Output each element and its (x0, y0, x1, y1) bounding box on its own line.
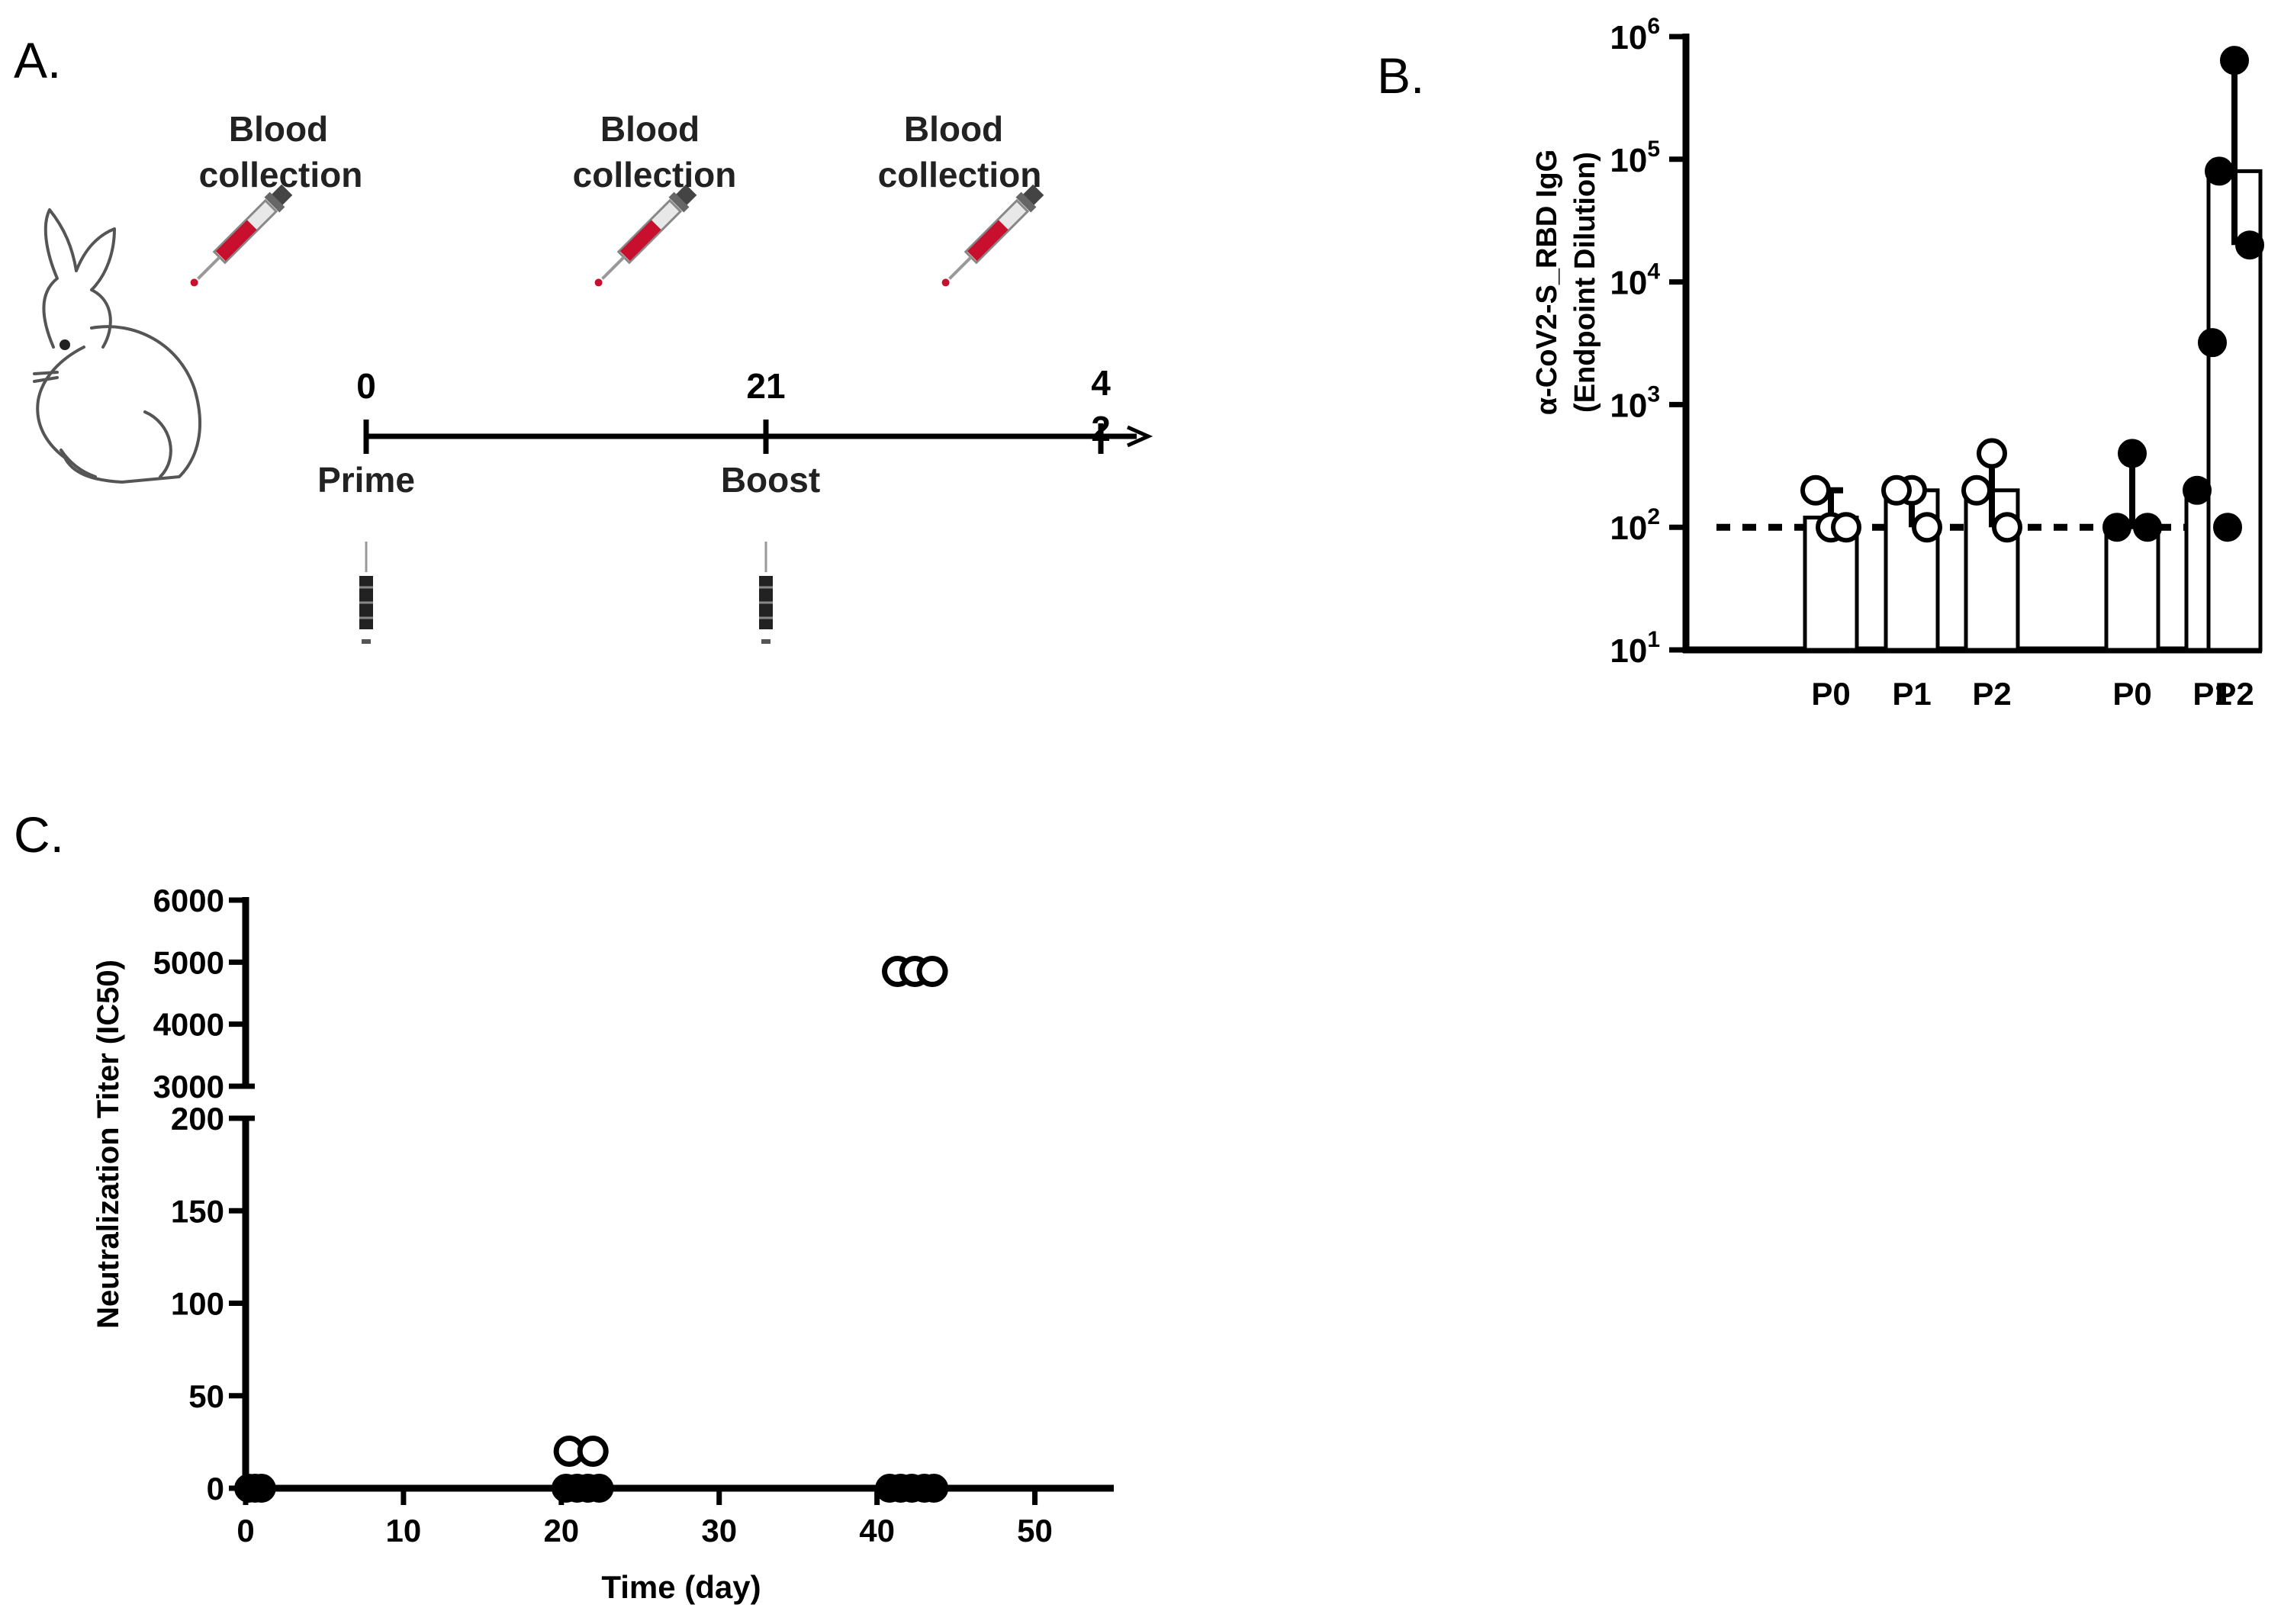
panel-c-label: C. (14, 806, 64, 863)
c-ylabel: Neutralization Titer (IC50) (92, 960, 125, 1329)
c-point-filled (919, 1474, 949, 1503)
day-label-21: 21 (746, 366, 785, 406)
b-y-tick-exp: 3 (1647, 381, 1660, 407)
b-point-open (1881, 474, 1912, 506)
syringe-icon-3 (941, 184, 1044, 287)
vial-icon-1 (359, 542, 373, 644)
b-y-tick-label: 102 (1610, 504, 1660, 547)
c-y-tick-label: 3000 (153, 1069, 224, 1105)
b-ylabel-line1: α-CoV2-S_RBD IgG (1531, 150, 1563, 416)
b-y-tick-exp: 2 (1647, 504, 1660, 529)
b-point-filled (2220, 46, 2249, 76)
b-y-tick-base: 10 (1610, 632, 1647, 670)
b-y-tick-base: 10 (1610, 19, 1647, 56)
c-x-tick-label: 0 (236, 1513, 254, 1548)
b-category-label: P2 (1972, 676, 2011, 712)
b-point-filled (2198, 328, 2227, 358)
b-y-tick-base: 10 (1610, 387, 1647, 424)
b-point-filled (2118, 439, 2147, 468)
c-y-tick-label: 6000 (153, 883, 224, 918)
b-y-tick-exp: 4 (1647, 259, 1660, 285)
blood-label-3-line2: collection (878, 155, 1042, 195)
b-category-label: P0 (1811, 676, 1850, 712)
day-label-42b: 2 (1091, 409, 1111, 449)
b-y-tick-base: 10 (1610, 265, 1647, 302)
b-point-filled (2183, 475, 2212, 505)
schedule-diagram: Blood collection Blood collection Blood … (33, 109, 1153, 644)
b-y-tick-exp: 5 (1647, 137, 1660, 162)
b-point-open (1912, 512, 1942, 543)
panel-a-label: A. (14, 32, 61, 88)
b-y-tick-exp: 1 (1647, 627, 1660, 652)
c-y-tick-label: 200 (171, 1101, 224, 1137)
b-point-filled (2102, 513, 2131, 542)
b-bar (2104, 525, 2160, 652)
b-category-label: P0 (2112, 676, 2151, 712)
b-point-open (1961, 474, 1992, 506)
c-x-tick-label: 50 (1017, 1513, 1053, 1548)
c-point-open (577, 1436, 609, 1467)
b-point-open (1992, 512, 2022, 543)
event-label-boost: Boost (721, 460, 820, 500)
c-y-tick-label: 4000 (153, 1007, 224, 1043)
c-y-tick-label: 150 (171, 1193, 224, 1229)
b-y-tick-exp: 6 (1647, 14, 1660, 39)
b-category-label: P2 (2215, 676, 2254, 712)
b-category-label: P1 (2193, 676, 2231, 712)
c-y-tick-label: 100 (171, 1286, 224, 1322)
b-y-tick-label: 106 (1610, 14, 1660, 56)
day-label-42a: 4 (1091, 363, 1111, 403)
c-point-filled (584, 1474, 614, 1503)
b-y-tick-label: 104 (1610, 259, 1660, 302)
b-y-tick-label: 105 (1610, 137, 1660, 179)
day-label-0: 0 (356, 366, 376, 406)
c-x-tick-label: 30 (701, 1513, 737, 1548)
timeline-arrowhead (1126, 425, 1153, 448)
b-y-tick-base: 10 (1610, 510, 1647, 547)
vial-icon-2 (759, 542, 773, 644)
blood-label-2-line1: Blood (600, 109, 700, 149)
c-y-tick-label: 50 (188, 1378, 224, 1414)
b-point-open (1800, 474, 1831, 506)
syringe-icon-2 (594, 184, 697, 287)
b-point-filled (2235, 230, 2264, 260)
blood-label-2-line2: collection (573, 155, 737, 195)
blood-label-3-line1: Blood (904, 109, 1003, 149)
panel-b-label: B. (1377, 47, 1424, 104)
b-category-label: P1 (1892, 676, 1931, 712)
c-x-tick-label: 20 (543, 1513, 579, 1548)
rabbit-illustration (33, 208, 202, 484)
event-label-prime: Prime (317, 460, 415, 500)
b-ylabel-line2: (Endpoint Dilution) (1569, 152, 1601, 413)
c-y-tick-label: 5000 (153, 944, 224, 980)
b-point-open (1977, 438, 2007, 469)
syringe-icon-1 (190, 184, 293, 287)
c-point-open (916, 956, 948, 988)
c-x-tick-label: 10 (386, 1513, 422, 1548)
c-point-filled (246, 1474, 276, 1503)
b-point-filled (2133, 513, 2162, 542)
blood-label-1-line2: collection (199, 155, 363, 195)
b-point-open (1831, 512, 1861, 543)
c-x-tick-label: 40 (859, 1513, 895, 1548)
b-y-tick-label: 101 (1610, 627, 1660, 670)
blood-label-1-line1: Blood (229, 109, 328, 149)
b-point-filled (2213, 513, 2242, 542)
c-xlabel: Time (day) (601, 1569, 761, 1605)
b-y-tick-base: 10 (1610, 142, 1647, 179)
b-y-tick-label: 103 (1610, 381, 1660, 424)
c-y-tick-label: 0 (207, 1471, 224, 1507)
b-point-filled (2205, 156, 2234, 186)
